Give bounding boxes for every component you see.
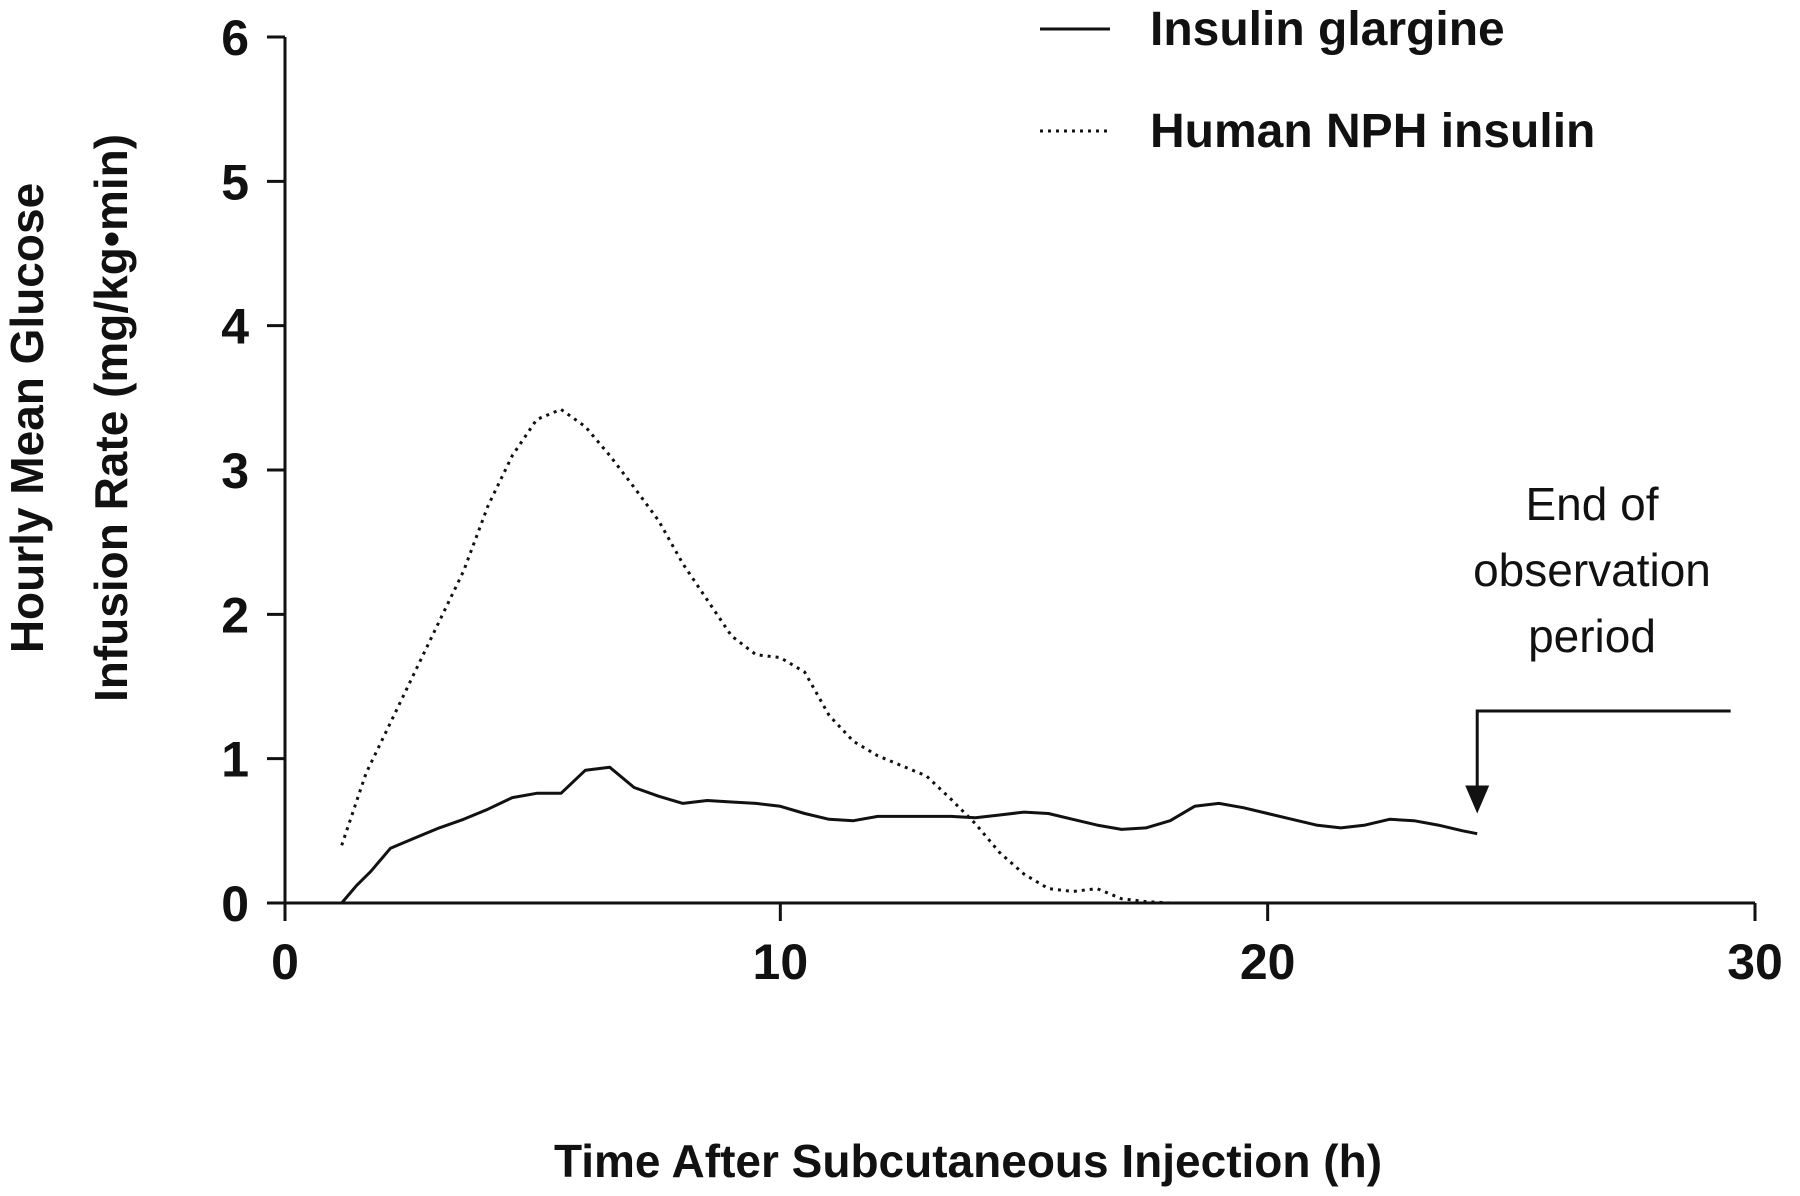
x-axis-label: Time After Subcutaneous Injection (h)	[554, 1135, 1382, 1187]
series-layer	[340, 407, 1478, 905]
series-line-insulin-glargine	[340, 765, 1478, 904]
legend-label-human-nph-insulin: Human NPH insulin	[1150, 105, 1595, 158]
y-tick-label: 6	[221, 10, 249, 66]
annotation-line-2: observation	[1473, 544, 1711, 596]
observation-arrowhead	[1465, 785, 1490, 814]
y-axis-label-line-1: Hourly Mean Glucose	[1, 183, 53, 653]
legend: Insulin glargine Human NPH insulin	[1040, 3, 1595, 158]
x-ticks: 0 10 20 30	[271, 903, 1783, 990]
x-tick-label: 10	[753, 934, 809, 990]
annotation-line-1: End of	[1526, 478, 1659, 530]
x-tick-label: 30	[1727, 934, 1783, 990]
y-tick-label: 4	[221, 299, 249, 355]
y-axis-label-line-2: Infusion Rate (mg/kg•min)	[85, 134, 137, 702]
series-line-human-nph-insulin	[340, 407, 1478, 905]
y-tick-label: 3	[221, 443, 249, 499]
end-of-observation-annotation: End of observation period	[1465, 478, 1731, 814]
annotation-line-3: period	[1528, 610, 1656, 662]
legend-label-insulin-glargine: Insulin glargine	[1150, 3, 1505, 56]
y-tick-label: 2	[221, 587, 249, 643]
y-tick-label: 1	[221, 732, 249, 788]
x-tick-label: 0	[271, 934, 299, 990]
y-tick-label: 0	[221, 876, 249, 932]
observation-bracket	[1475, 709, 1731, 790]
x-tick-label: 20	[1240, 934, 1296, 990]
y-ticks: 0 1 2 3 4 5 6	[221, 10, 285, 932]
y-tick-label: 5	[221, 154, 249, 210]
